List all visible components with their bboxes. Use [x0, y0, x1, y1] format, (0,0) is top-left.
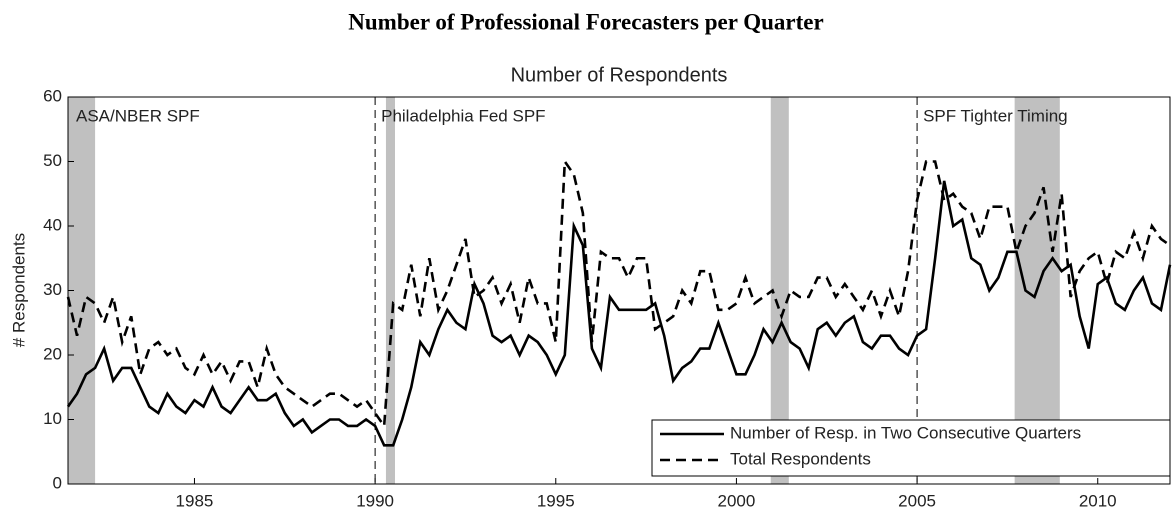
x-tick-label: 2010	[1079, 491, 1117, 510]
x-tick-label: 2005	[898, 491, 936, 510]
y-tick-label: 20	[43, 344, 62, 363]
chart-title: Number of Respondents	[511, 64, 728, 86]
series-line	[66, 157, 1171, 430]
y-tick-label: 60	[43, 86, 62, 105]
y-tick-label: 10	[43, 409, 62, 428]
y-axis-label: # Respondents	[9, 233, 28, 347]
annotation: Philadelphia Fed SPF	[381, 106, 545, 125]
y-tick-label: 30	[43, 280, 62, 299]
legend-label: Number of Resp. in Two Consecutive Quart…	[730, 423, 1081, 442]
x-tick-label: 1995	[537, 491, 575, 510]
y-tick-label: 0	[53, 473, 62, 492]
annotation: SPF Tighter Timing	[923, 106, 1068, 125]
x-tick-label: 1985	[176, 491, 214, 510]
recession-shade	[385, 97, 395, 484]
y-tick-label: 40	[43, 215, 62, 234]
legend-box	[651, 419, 1171, 477]
legend-label: Total Respondents	[730, 449, 871, 468]
x-tick-label: 2000	[718, 491, 756, 510]
recession-shade	[770, 97, 789, 484]
x-tick-label: 1990	[356, 491, 394, 510]
page-title: Number of Professional Forecasters per Q…	[348, 9, 823, 34]
series-line	[66, 180, 1172, 447]
annotation: ASA/NBER SPF	[76, 106, 200, 125]
y-tick-label: 50	[43, 151, 62, 170]
